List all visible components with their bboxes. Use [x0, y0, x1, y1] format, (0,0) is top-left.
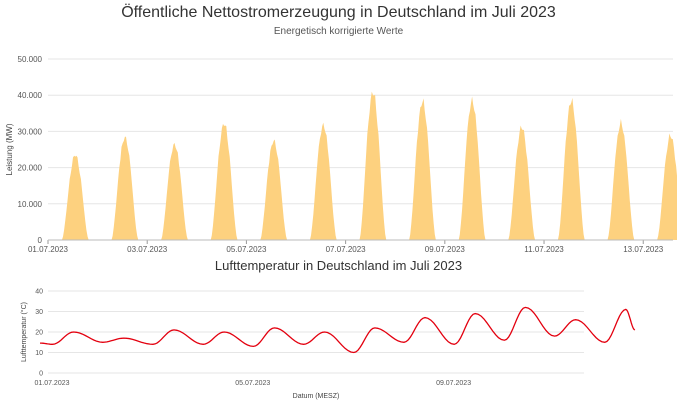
solar-area-peak — [657, 133, 677, 240]
y-tick-label: 10.000 — [18, 200, 43, 209]
y-tick-label: 30 — [35, 309, 43, 316]
y-tick-label: 0 — [38, 236, 43, 245]
y-axis-label: Lufttemperatur (°C) — [20, 302, 28, 362]
chart-title-power: Öffentliche Nettostromerzeugung in Deuts… — [121, 4, 556, 21]
y-tick-label: 20 — [35, 330, 43, 337]
solar-area-peak — [409, 98, 436, 241]
x-tick-label: 11.07.2023 — [524, 245, 564, 254]
y-tick-label: 40 — [35, 289, 43, 296]
solar-area-peak — [61, 155, 89, 240]
y-axis-label: Leistung (MW) — [5, 123, 14, 175]
x-tick-label: 01.07.2023 — [34, 380, 69, 387]
y-tick-label: 10 — [35, 350, 43, 357]
x-tick-label: 03.07.2023 — [127, 245, 168, 254]
temperature-line — [40, 306, 636, 354]
solar-area-peak — [309, 122, 337, 240]
solar-area-peak — [508, 125, 536, 240]
solar-area-peak — [111, 136, 139, 240]
x-tick-label: 07.07.2023 — [326, 245, 367, 254]
solar-area-peak — [260, 139, 288, 240]
solar-area-peak — [607, 118, 635, 240]
x-tick-label: 09.07.2023 — [436, 380, 471, 387]
chart-subtitle-power: Energetisch korrigierte Werte — [273, 26, 404, 37]
solar-area-peak — [359, 91, 387, 240]
y-tick-label: 0 — [39, 371, 43, 378]
chart-title-temperature: Lufttemperatur in Deutschland im Juli 20… — [214, 258, 463, 273]
x-tick-label: 01.07.2023 — [28, 245, 69, 254]
y-tick-label: 50.000 — [18, 55, 43, 64]
y-tick-label: 40.000 — [18, 91, 43, 100]
solar-area-peak — [557, 97, 585, 241]
x-tick-label: 05.07.2023 — [235, 380, 270, 387]
x-tick-label: 05.07.2023 — [226, 245, 267, 254]
x-tick-label: 13.07.2023 — [623, 245, 664, 254]
y-tick-label: 20.000 — [18, 164, 43, 173]
y-tick-label: 30.000 — [18, 127, 43, 136]
x-axis-label: Datum (MESZ) — [293, 393, 340, 400]
solar-area-peak — [210, 123, 238, 240]
solar-area-peak — [161, 142, 188, 240]
solar-area-peak — [458, 96, 486, 240]
x-tick-label: 09.07.2023 — [425, 245, 466, 254]
